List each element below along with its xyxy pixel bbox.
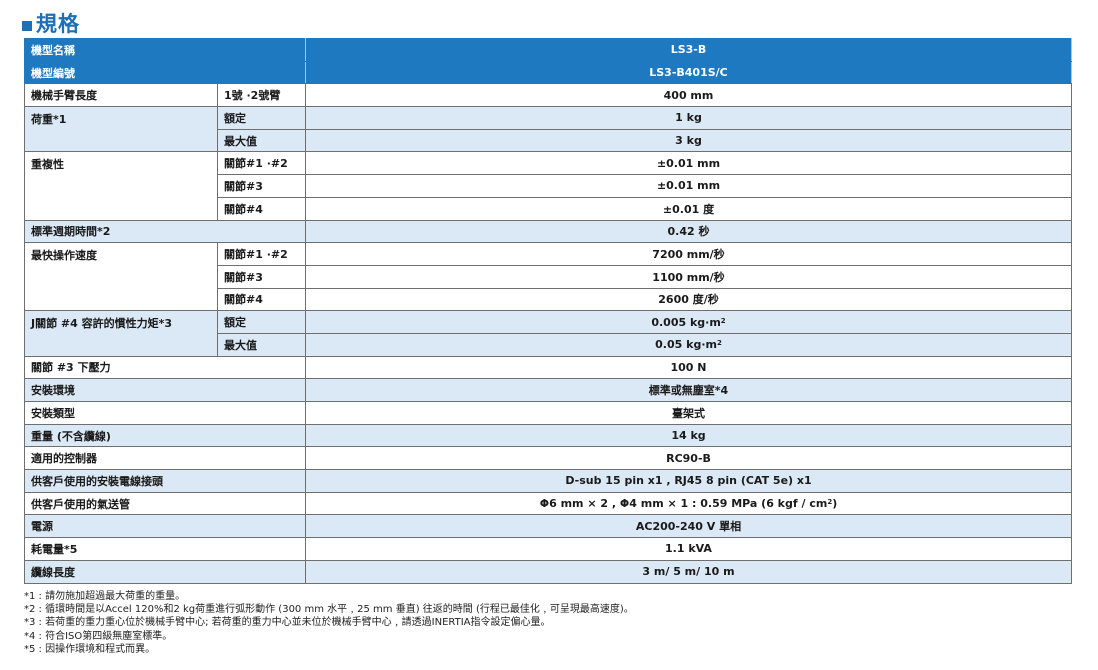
footnotes: *1 : 請勿施加超過最大荷重的重量。 *2 : 循環時間是以Accel 120… (24, 590, 634, 656)
row-sublabel: 關節#1 ·#2 (217, 242, 306, 266)
row-value: LS3-B (305, 38, 1072, 62)
row-value: 1100 mm/秒 (305, 264, 1072, 289)
spec-table: 機型名稱 LS3-B 機型編號 LS3-B401S/C 機械手臂長度 1號 ·2… (24, 38, 1072, 584)
row-label: 適用的控制器 (24, 446, 306, 471)
row-value: ±0.01 度 (305, 196, 1072, 221)
row-label: 關節 #3 下壓力 (24, 355, 306, 380)
header-row-model-number: 機型編號 LS3-B401S/C (24, 60, 1072, 85)
row-value: 0.42 秒 (305, 219, 1072, 244)
row-value: D-sub 15 pin x1 , RJ45 8 pin (CAT 5e) x1 (305, 469, 1072, 493)
heading-square-icon (22, 21, 32, 31)
row-sublabel: 額定 (217, 106, 306, 130)
table-row-payload-max: 最大值 3 kg (25, 128, 1072, 153)
row-sublabel: 最大值 (217, 128, 306, 153)
table-row-downforce: 關節 #3 下壓力 100 N (24, 355, 1072, 380)
header-row-model-name: 機型名稱 LS3-B (24, 38, 1072, 62)
table-row-consumption: 耗電量*5 1.1 kVA (24, 537, 1072, 561)
row-value: 標準或無塵室*4 (305, 378, 1072, 402)
row-value: Φ6 mm × 2 , Φ4 mm × 1 : 0.59 MPa (6 kgf … (305, 491, 1072, 516)
row-label: 供客戶使用的安裝電線接頭 (24, 469, 306, 493)
row-value: 1 kg (305, 106, 1072, 130)
row-sublabel: 關節#1 ·#2 (217, 151, 306, 176)
row-sublabel: 關節#3 (217, 174, 306, 198)
row-sublabel: 關節#4 (217, 196, 306, 221)
row-sublabel: 關節#4 (217, 287, 306, 312)
row-label: 重複性 (24, 151, 218, 221)
table-row-environment: 安裝環境 標準或無塵室*4 (24, 378, 1072, 402)
row-value: ±0.01 mm (305, 174, 1072, 198)
row-value: 0.05 kg·m2 (305, 332, 1072, 357)
row-value: 100 N (305, 355, 1072, 380)
row-sublabel: 關節#3 (217, 264, 306, 289)
table-row-inertia-rated: J關節 #4 容許的慣性力矩*3 額定 0.005 kg·m2 (24, 310, 1072, 357)
row-label: J關節 #4 容許的慣性力矩*3 (24, 310, 218, 357)
row-value: 400 mm (305, 83, 1072, 108)
row-value: AC200-240 V 單相 (305, 514, 1072, 539)
table-row-inertia-max: 最大值 0.05 kg·m2 (25, 332, 1072, 357)
table-row-weight: 重量 (不含纜線) 14 kg (24, 423, 1072, 448)
table-row-arm-length: 機械手臂長度 1號 ·2號臂 400 mm (24, 83, 1072, 108)
row-sublabel: 最大值 (217, 332, 306, 357)
table-row-cycle-time: 標準週期時間*2 0.42 秒 (24, 219, 1072, 244)
footnote-1: *1 : 請勿施加超過最大荷重的重量。 (24, 591, 186, 602)
row-value: 14 kg (305, 423, 1072, 448)
section-heading: 規格 (22, 8, 80, 38)
table-row-repeat-j12: 重複性 關節#1 ·#2 ±0.01 mm (24, 151, 1072, 221)
table-row-mount-type: 安裝類型 臺架式 (24, 401, 1072, 425)
row-value: 2600 度/秒 (305, 287, 1072, 312)
row-value: 3 kg (305, 128, 1072, 153)
footnote-5: *5 : 因操作環境和程式而異。 (24, 643, 156, 655)
row-label: 纜線長度 (24, 559, 306, 584)
row-value: 3 m/ 5 m/ 10 m (305, 559, 1072, 584)
table-row-cable-length: 纜線長度 3 m/ 5 m/ 10 m (24, 559, 1072, 584)
row-label: 耗電量*5 (24, 537, 306, 561)
table-row-power: 電源 AC200-240 V 單相 (24, 514, 1072, 539)
row-label: 最快操作速度 (24, 242, 218, 312)
section-title: 規格 (36, 12, 80, 36)
row-value: 1.1 kVA (305, 537, 1072, 561)
table-row-air-tube: 供客戶使用的氣送管 Φ6 mm × 2 , Φ4 mm × 1 : 0.59 M… (24, 491, 1072, 516)
footnote-3: *3 : 若荷重的重力重心位於機械手臂中心; 若荷重的重力中心並未位於機械手臂中… (24, 617, 551, 629)
table-row-payload-rated: 荷重*1 額定 1 kg (24, 106, 1072, 153)
footnote-2: *2 : 循環時間是以Accel 120%和2 kg荷重進行弧形動作 (300 … (24, 604, 634, 616)
row-label: 安裝環境 (24, 378, 306, 402)
row-value: ±0.01 mm (305, 151, 1072, 176)
footnote-4: *4 : 符合ISO第四級無塵室標準。 (24, 630, 173, 642)
row-value: LS3-B401S/C (305, 60, 1072, 85)
row-value: 臺架式 (305, 401, 1072, 425)
row-label: 機械手臂長度 (24, 83, 218, 108)
row-value: 0.005 kg·m2 (305, 310, 1072, 334)
table-row-connector: 供客戶使用的安裝電線接頭 D-sub 15 pin x1 , RJ45 8 pi… (24, 469, 1072, 493)
row-label: 供客戶使用的氣送管 (24, 491, 306, 516)
row-label: 安裝類型 (24, 401, 306, 425)
table-row-speed-j4: 關節#4 2600 度/秒 (25, 287, 1072, 312)
row-label: 機型名稱 (24, 38, 306, 62)
table-row-speed-j12: 最快操作速度 關節#1 ·#2 7200 mm/秒 (24, 242, 1072, 312)
row-label: 標準週期時間*2 (24, 219, 306, 244)
table-row-controller: 適用的控制器 RC90-B (24, 446, 1072, 471)
row-sublabel: 1號 ·2號臂 (217, 83, 306, 108)
row-label: 荷重*1 (24, 106, 218, 153)
row-sublabel: 額定 (217, 310, 306, 334)
row-label: 機型編號 (24, 60, 306, 85)
row-label: 重量 (不含纜線) (24, 423, 306, 448)
row-value: RC90-B (305, 446, 1072, 471)
row-label: 電源 (24, 514, 306, 539)
row-value: 7200 mm/秒 (305, 242, 1072, 266)
